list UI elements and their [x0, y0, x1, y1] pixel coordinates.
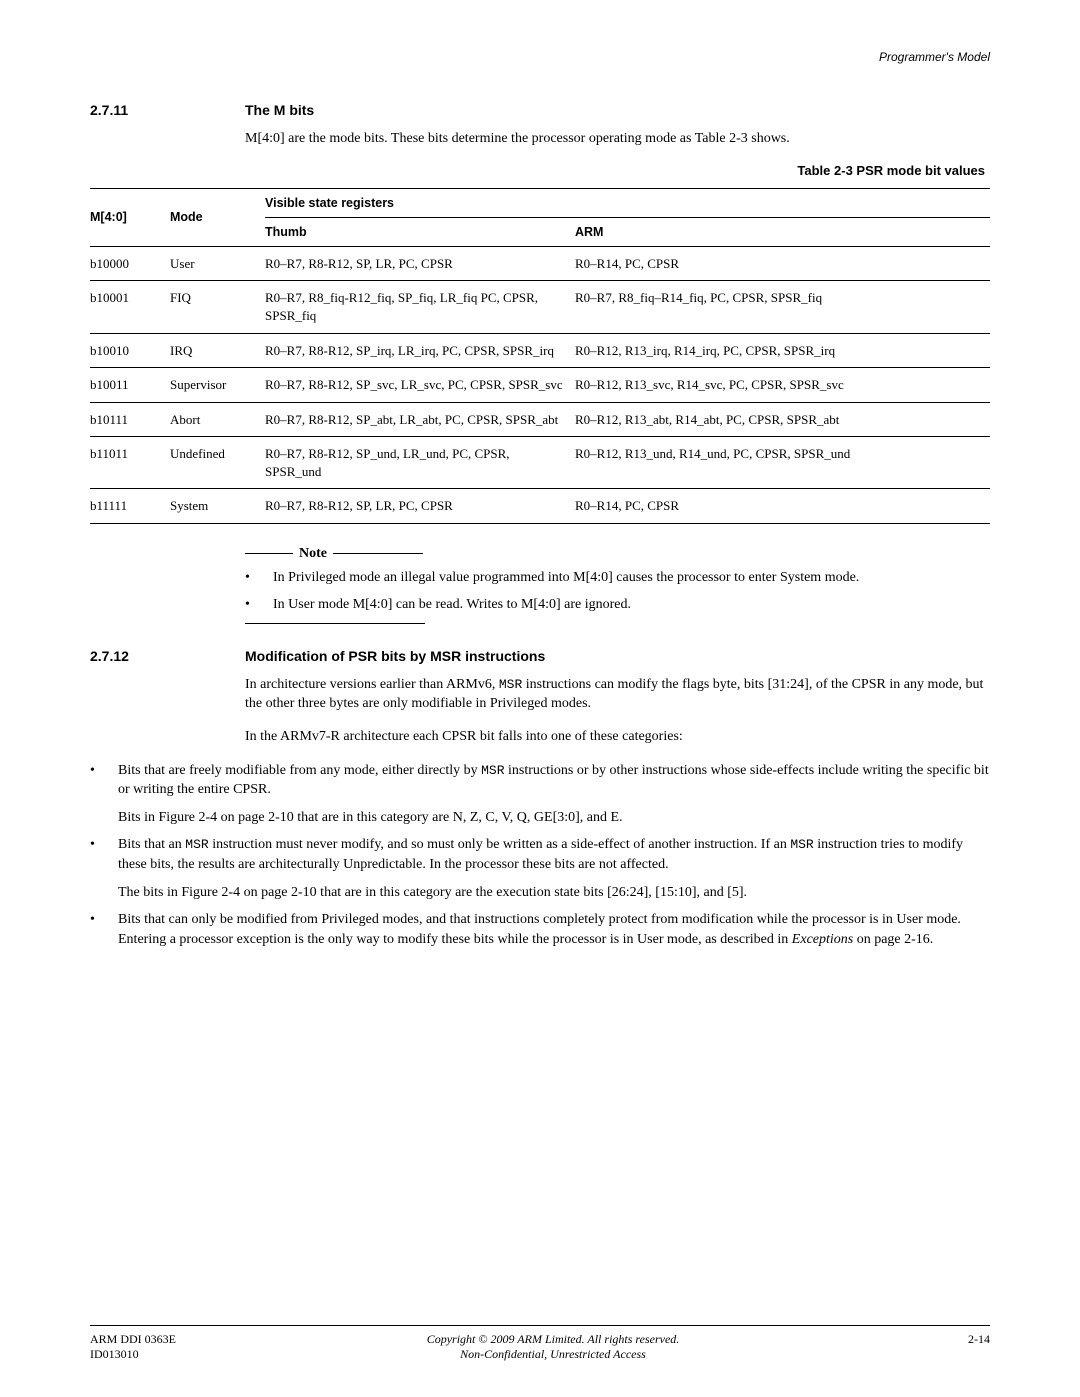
bullet-icon: • — [90, 761, 118, 828]
note-text: In Privileged mode an illegal value prog… — [273, 568, 859, 588]
text: Bits that an — [118, 837, 185, 852]
cell-arm: R0–R12, R13_abt, R14_abt, PC, CPSR, SPSR… — [575, 402, 990, 437]
table-row: b11111 System R0–R7, R8-R12, SP, LR, PC,… — [90, 489, 990, 524]
cell-mode: IRQ — [170, 333, 265, 368]
code-msr: MSR — [481, 763, 504, 778]
section-title: The M bits — [245, 102, 314, 118]
note-list: • In Privileged mode an illegal value pr… — [245, 568, 990, 615]
cell-m40: b10001 — [90, 281, 170, 333]
section-2-7-12-heading: 2.7.12 Modification of PSR bits by MSR i… — [90, 648, 990, 664]
copyright: Copyright © 2009 ARM Limited. All rights… — [176, 1332, 930, 1348]
psr-mode-table: M[4:0] Mode Visible state registers Thum… — [90, 188, 990, 524]
running-header: Programmer's Model — [90, 50, 990, 64]
cell-mode: System — [170, 489, 265, 524]
text: Bits that are freely modifiable from any… — [118, 763, 481, 778]
footer-center: Copyright © 2009 ARM Limited. All rights… — [176, 1332, 930, 1363]
category-list: • Bits that are freely modifiable from a… — [90, 761, 990, 950]
bullet-icon: • — [245, 595, 273, 615]
cell-thumb: R0–R7, R8-R12, SP, LR, PC, CPSR — [265, 489, 575, 524]
cell-mode: Supervisor — [170, 368, 265, 403]
cell-m40: b10000 — [90, 246, 170, 281]
cell-thumb: R0–R7, R8-R12, SP_abt, LR_abt, PC, CPSR,… — [265, 402, 575, 437]
text: In architecture versions earlier than AR… — [245, 677, 499, 692]
sub-para: Bits in Figure 2-4 on page 2-10 that are… — [118, 808, 990, 828]
cell-arm: R0–R14, PC, CPSR — [575, 246, 990, 281]
cell-mode: FIQ — [170, 281, 265, 333]
table-caption: Table 2-3 PSR mode bit values — [90, 163, 985, 178]
cell-mode: User — [170, 246, 265, 281]
th-arm: ARM — [575, 217, 990, 246]
text: instruction must never modify, and so mu… — [209, 837, 791, 852]
list-item: • Bits that are freely modifiable from a… — [90, 761, 990, 828]
note-rule-right — [333, 553, 423, 554]
cell-arm: R0–R12, R13_svc, R14_svc, PC, CPSR, SPSR… — [575, 368, 990, 403]
code-msr: MSR — [790, 837, 813, 852]
cell-arm: R0–R12, R13_und, R14_und, PC, CPSR, SPSR… — [575, 437, 990, 489]
cell-thumb: R0–R7, R8-R12, SP_irq, LR_irq, PC, CPSR,… — [265, 333, 575, 368]
item-body: Bits that an MSR instruction must never … — [118, 835, 990, 902]
cell-m40: b10010 — [90, 333, 170, 368]
italic-ref: Exceptions — [792, 932, 853, 947]
cell-thumb: R0–R7, R8-R12, SP, LR, PC, CPSR — [265, 246, 575, 281]
confidentiality: Non-Confidential, Unrestricted Access — [176, 1347, 930, 1363]
page-footer: ARM DDI 0363E ID013010 Copyright © 2009 … — [90, 1325, 990, 1363]
cell-thumb: R0–R7, R8_fiq-R12_fiq, SP_fiq, LR_fiq PC… — [265, 281, 575, 333]
cell-m40: b11111 — [90, 489, 170, 524]
note-header: Note — [245, 546, 990, 562]
section-title: Modification of PSR bits by MSR instruct… — [245, 648, 545, 664]
section-number: 2.7.11 — [90, 102, 245, 118]
code-msr: MSR — [499, 677, 522, 692]
sub-para: The bits in Figure 2-4 on page 2-10 that… — [118, 883, 990, 903]
note-block: Note • In Privileged mode an illegal val… — [245, 546, 990, 624]
item-body: Bits that are freely modifiable from any… — [118, 761, 990, 828]
note-rule-end — [245, 623, 425, 624]
sec1-para: M[4:0] are the mode bits. These bits det… — [245, 130, 990, 149]
text: on page 2-16. — [853, 932, 933, 947]
th-mode: Mode — [170, 188, 265, 246]
th-m40: M[4:0] — [90, 188, 170, 246]
bullet-icon: • — [90, 910, 118, 949]
section-2-7-11-heading: 2.7.11 The M bits — [90, 102, 990, 118]
code-msr: MSR — [185, 837, 208, 852]
bullet-icon: • — [90, 835, 118, 902]
cell-m40: b10111 — [90, 402, 170, 437]
note-item: • In User mode M[4:0] can be read. Write… — [245, 595, 990, 615]
sec2-para2: In the ARMv7-R architecture each CPSR bi… — [245, 728, 990, 747]
doc-id: ARM DDI 0363E — [90, 1332, 176, 1348]
cell-mode: Abort — [170, 402, 265, 437]
table-row: b10011 Supervisor R0–R7, R8-R12, SP_svc,… — [90, 368, 990, 403]
cell-arm: R0–R7, R8_fiq–R14_fiq, PC, CPSR, SPSR_fi… — [575, 281, 990, 333]
sec2-para1: In architecture versions earlier than AR… — [245, 676, 990, 714]
th-thumb: Thumb — [265, 217, 575, 246]
note-item: • In Privileged mode an illegal value pr… — [245, 568, 990, 588]
table-row: b10111 Abort R0–R7, R8-R12, SP_abt, LR_a… — [90, 402, 990, 437]
note-label: Note — [293, 546, 333, 562]
table-row: b10000 User R0–R7, R8-R12, SP, LR, PC, C… — [90, 246, 990, 281]
cell-arm: R0–R12, R13_irq, R14_irq, PC, CPSR, SPSR… — [575, 333, 990, 368]
cell-thumb: R0–R7, R8-R12, SP_und, LR_und, PC, CPSR,… — [265, 437, 575, 489]
list-item: • Bits that can only be modified from Pr… — [90, 910, 990, 949]
cell-thumb: R0–R7, R8-R12, SP_svc, LR_svc, PC, CPSR,… — [265, 368, 575, 403]
cell-m40: b10011 — [90, 368, 170, 403]
th-vsr: Visible state registers — [265, 188, 990, 217]
table-row: b10001 FIQ R0–R7, R8_fiq-R12_fiq, SP_fiq… — [90, 281, 990, 333]
footer-left: ARM DDI 0363E ID013010 — [90, 1332, 176, 1363]
table-row: b11011 Undefined R0–R7, R8-R12, SP_und, … — [90, 437, 990, 489]
doc-rev: ID013010 — [90, 1347, 176, 1363]
list-item: • Bits that an MSR instruction must neve… — [90, 835, 990, 902]
table-row: b10010 IRQ R0–R7, R8-R12, SP_irq, LR_irq… — [90, 333, 990, 368]
page-number: 2-14 — [930, 1332, 990, 1363]
cell-mode: Undefined — [170, 437, 265, 489]
cell-arm: R0–R14, PC, CPSR — [575, 489, 990, 524]
cell-m40: b11011 — [90, 437, 170, 489]
note-text: In User mode M[4:0] can be read. Writes … — [273, 595, 631, 615]
note-rule-left — [245, 553, 293, 554]
item-body: Bits that can only be modified from Priv… — [118, 910, 990, 949]
section-number: 2.7.12 — [90, 648, 245, 664]
bullet-icon: • — [245, 568, 273, 588]
